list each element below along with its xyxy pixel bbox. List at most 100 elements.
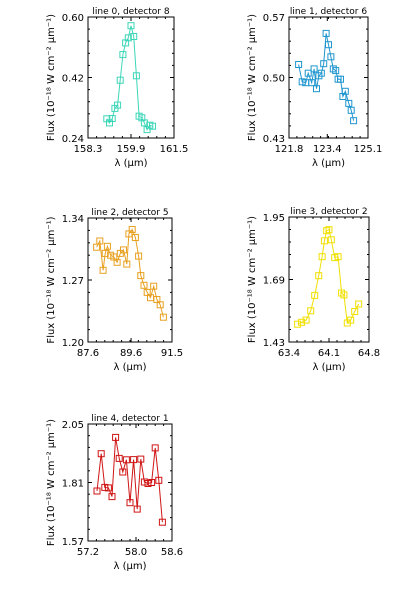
y-tick-label: 0.57 xyxy=(263,13,285,24)
x-tick-label: 123.4 xyxy=(313,144,342,155)
x-tick-label: 91.5 xyxy=(161,348,183,359)
data-point xyxy=(341,87,349,95)
data-point xyxy=(149,122,156,130)
data-point xyxy=(310,65,318,73)
series-line xyxy=(298,33,355,121)
y-axis-label: Flux (10⁻¹⁸ W cm⁻² μm⁻¹) xyxy=(46,216,57,343)
data-point xyxy=(350,117,358,125)
data-point xyxy=(323,227,331,235)
y-tick-label: 1.81 xyxy=(62,479,84,490)
series-line xyxy=(96,437,163,523)
chart-3: line 3, detector 2 63.4 64.1 64.8 1.43 1.69 1.… xyxy=(247,207,380,373)
data-point xyxy=(304,69,312,77)
data-point xyxy=(347,316,355,324)
y-tick-label: 1.43 xyxy=(263,338,285,349)
data-point xyxy=(340,291,348,299)
data-point xyxy=(313,85,320,93)
data-point xyxy=(338,289,346,297)
series-line xyxy=(96,228,164,318)
data-point xyxy=(108,115,116,122)
data-point xyxy=(135,252,143,260)
data-point xyxy=(137,272,145,280)
data-point xyxy=(347,106,355,114)
x-tick-label: 158.3 xyxy=(74,144,103,155)
x-axis-label: λ (μm) xyxy=(312,362,345,373)
x-tick-label: 64.1 xyxy=(318,348,340,359)
data-point xyxy=(322,29,330,37)
y-axis-label: Flux (10⁻¹⁸ W cm⁻² μm⁻¹) xyxy=(247,14,258,141)
y-tick-label: 0.60 xyxy=(62,13,84,24)
y-axis-label: Flux (10⁻¹⁸ W cm⁻² μm⁻¹) xyxy=(46,14,57,141)
data-point xyxy=(140,119,148,127)
data-point xyxy=(318,253,326,261)
y-tick-label: 1.20 xyxy=(62,338,84,349)
data-point xyxy=(308,79,316,87)
x-tick-label: 64.8 xyxy=(358,348,380,359)
data-point xyxy=(130,456,138,464)
y-tick-label: 1.57 xyxy=(62,537,84,548)
data-point xyxy=(128,226,136,233)
data-point xyxy=(298,78,306,86)
data-point xyxy=(337,75,344,83)
data-point xyxy=(325,226,333,234)
data-point xyxy=(113,258,121,266)
y-tick-label: 0.50 xyxy=(263,74,285,85)
y-tick-label: 0.24 xyxy=(62,134,84,145)
data-point xyxy=(345,99,353,107)
x-tick-label: 63.4 xyxy=(278,348,300,359)
data-point xyxy=(150,282,158,290)
data-point xyxy=(295,61,303,68)
chart-title: line 2, detector 5 xyxy=(91,208,168,218)
data-point xyxy=(156,301,164,309)
data-point xyxy=(114,101,122,109)
data-point xyxy=(155,476,163,484)
chart-title: line 4, detector 1 xyxy=(91,414,168,424)
data-point xyxy=(104,484,112,492)
data-point xyxy=(124,34,132,42)
data-point xyxy=(119,468,127,476)
data-point xyxy=(351,308,359,315)
y-tick-label: 2.05 xyxy=(62,420,84,431)
data-point xyxy=(101,249,109,257)
data-point xyxy=(116,76,124,84)
chart-title: line 3, detector 2 xyxy=(290,207,367,217)
data-point xyxy=(120,246,127,254)
x-tick-label: 58.6 xyxy=(161,547,183,558)
x-axis-label: λ (μm) xyxy=(312,158,345,169)
data-point xyxy=(99,266,107,274)
data-point xyxy=(159,313,167,321)
y-tick-label: 0.42 xyxy=(62,74,84,85)
data-point xyxy=(96,237,104,245)
data-point xyxy=(151,444,159,452)
data-point xyxy=(334,253,342,261)
x-tick-label: 89.6 xyxy=(120,348,142,359)
data-point xyxy=(133,505,141,513)
data-point xyxy=(130,33,138,40)
data-point xyxy=(126,499,134,507)
data-point xyxy=(132,72,140,80)
y-tick-label: 1.34 xyxy=(62,214,84,225)
data-point xyxy=(332,67,340,75)
data-point xyxy=(320,237,328,245)
x-tick-label: 57.2 xyxy=(77,547,99,558)
data-point xyxy=(119,51,127,59)
data-point xyxy=(307,307,315,315)
data-point xyxy=(355,300,363,308)
data-point xyxy=(112,433,120,441)
chart-title: line 1, detector 6 xyxy=(290,7,367,17)
data-point xyxy=(103,242,111,250)
chart-1: line 1, detector 6 121.8 123.4 125.1 0.43 0.5… xyxy=(247,7,382,169)
y-tick-label: 1.95 xyxy=(263,213,285,224)
x-tick-label: 159.9 xyxy=(117,144,146,155)
y-tick-label: 1.69 xyxy=(263,276,285,287)
data-point xyxy=(115,454,123,462)
data-point xyxy=(302,316,310,324)
data-point xyxy=(148,479,156,486)
y-tick-label: 1.27 xyxy=(62,276,84,287)
x-axis-label: λ (μm) xyxy=(114,158,147,169)
data-point xyxy=(329,65,337,73)
data-point xyxy=(158,518,166,526)
data-point xyxy=(140,478,148,486)
data-point xyxy=(123,260,131,268)
